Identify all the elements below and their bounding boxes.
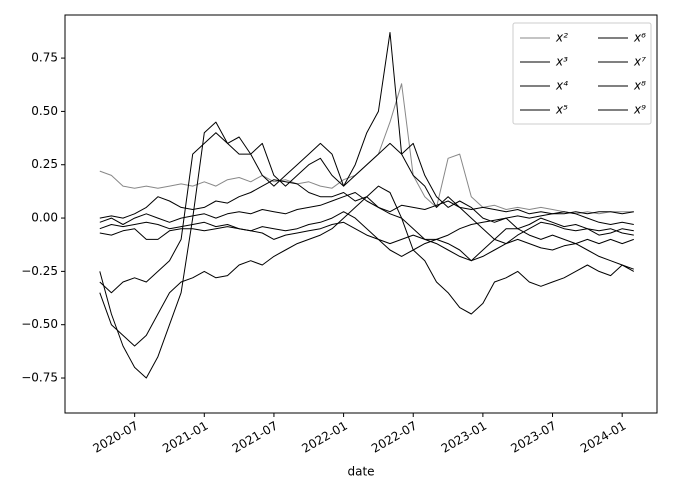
series-line: [99, 32, 634, 294]
y-tick-label: 0.25: [31, 157, 58, 171]
legend-label: x⁷: [633, 55, 646, 69]
series-line: [99, 211, 634, 257]
series-line: [99, 179, 634, 262]
y-tick-label: 0.00: [31, 211, 58, 225]
series-line: [99, 211, 634, 262]
legend-label: x³: [555, 55, 568, 69]
legend-label: x⁸: [633, 79, 646, 93]
legend-label: x⁹: [633, 103, 646, 117]
x-tick-label: 2023-01: [439, 419, 489, 456]
x-tick-label: 2021-07: [230, 419, 280, 456]
legend-box: [512, 22, 652, 125]
legend-label: x²: [555, 31, 568, 45]
x-tick-label: 2023-07: [508, 419, 558, 456]
x-axis-label: date: [347, 465, 374, 479]
x-tick-label: 2022-01: [299, 419, 349, 456]
plot-frame: [64, 14, 658, 414]
y-tick-label: −0.25: [21, 264, 58, 278]
y-tick-label: 0.75: [31, 51, 58, 65]
x-tick-label: 2024-01: [578, 419, 628, 456]
legend-label: x⁴: [555, 79, 568, 93]
series-line: [99, 192, 634, 225]
x-tick-label: 2022-07: [369, 419, 419, 456]
y-tick-label: 0.50: [31, 104, 58, 118]
legend-label: x⁵: [555, 103, 568, 117]
y-tick-label: −0.75: [21, 371, 58, 385]
series-line: [99, 121, 634, 379]
y-tick-label: −0.50: [21, 317, 58, 331]
legend-label: x⁶: [633, 31, 646, 45]
x-tick-label: 2020-07: [90, 419, 140, 456]
x-tick-label: 2021-01: [160, 419, 210, 456]
